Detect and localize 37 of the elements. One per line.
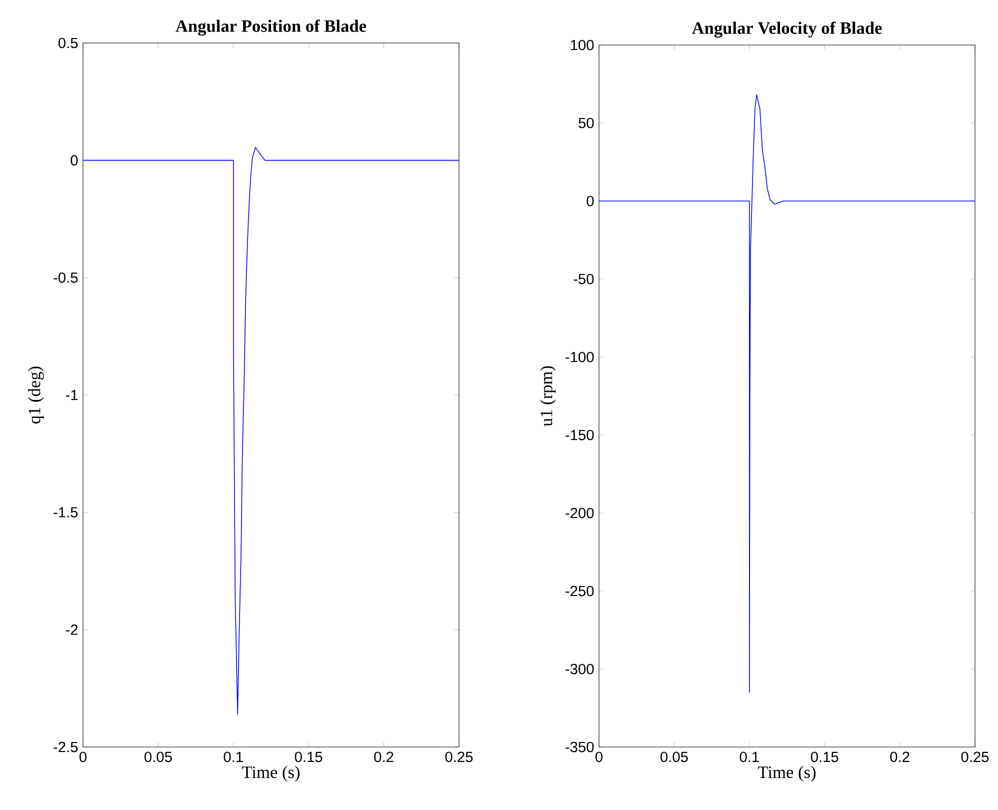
x-tick-label: 0.15 [810, 752, 838, 762]
y-tick-label: -50 [574, 274, 594, 284]
y-tick-label: 100 [570, 40, 594, 50]
y-tick-label: -200 [566, 508, 594, 518]
y-tick-label: -2.5 [54, 742, 78, 752]
y-tick-label: 0.5 [58, 38, 78, 48]
line-series [83, 147, 460, 715]
x-tick-label: 0.1 [224, 752, 243, 762]
y-tick-label: 50 [578, 118, 594, 128]
y-tick-label: -1.5 [54, 507, 78, 518]
line-series [599, 94, 976, 693]
y-tick-label: -250 [566, 586, 594, 596]
x-tick-label: 0 [595, 752, 602, 762]
x-tick-label: 0.2 [890, 752, 910, 762]
x-tick-label: 0.25 [445, 752, 473, 762]
x-tick-label: 0.2 [374, 752, 394, 762]
chart-title: Angular Velocity of Blade [692, 22, 882, 38]
x-tick-label: 0.05 [660, 752, 688, 762]
x-axis-title: Time (s) [242, 766, 300, 782]
x-tick-label: 0.1 [740, 752, 759, 762]
y-tick-label: 0 [70, 155, 78, 166]
y-tick-label: -300 [566, 664, 594, 674]
chart-title: Angular Position of Blade [176, 20, 366, 36]
y-tick-label: -1 [66, 390, 78, 400]
x-tick-label: 0.05 [144, 752, 172, 762]
y-tick-label: -2 [66, 624, 78, 635]
y-tick-label: -100 [566, 352, 594, 362]
y-axis-title: u1 (rpm) [540, 366, 556, 426]
y-tick-label: 0 [586, 196, 594, 206]
y-tick-label: -150 [566, 430, 594, 440]
y-tick-label: -0.5 [54, 272, 78, 283]
x-tick-label: 0.25 [961, 752, 989, 762]
y-axis-title: q1 (deg) [28, 366, 44, 424]
x-axis-title: Time (s) [758, 766, 816, 782]
y-tick-label: -350 [566, 742, 594, 752]
x-tick-label: 0 [79, 752, 86, 762]
x-tick-label: 0.15 [294, 752, 322, 762]
